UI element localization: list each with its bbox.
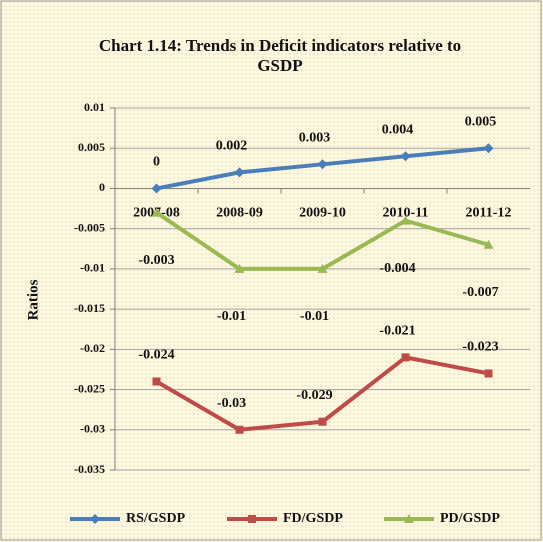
point bbox=[234, 263, 245, 273]
y-tick-label: 0.005 bbox=[78, 140, 105, 154]
data-label: -0.021 bbox=[379, 324, 415, 339]
chart-title: Chart 1.14: Trends in Deficit indicators… bbox=[98, 36, 462, 75]
x-tick-label: 2011-12 bbox=[466, 206, 512, 221]
point bbox=[151, 207, 162, 217]
data-label: -0.003 bbox=[138, 253, 174, 268]
point bbox=[483, 143, 494, 154]
data-label: -0.029 bbox=[296, 388, 332, 403]
y-tick-label: -0.015 bbox=[74, 301, 105, 315]
y-tick-label: -0.03 bbox=[80, 422, 105, 436]
point bbox=[400, 215, 411, 225]
data-label: 0.003 bbox=[299, 131, 331, 146]
point bbox=[400, 151, 411, 162]
point bbox=[235, 425, 244, 434]
data-label: -0.01 bbox=[217, 309, 246, 324]
data-label: 0.005 bbox=[465, 114, 497, 129]
y-axis-label: Ratios bbox=[25, 279, 41, 320]
legend-label: FD/GSDP bbox=[283, 511, 343, 526]
data-label: -0.024 bbox=[138, 348, 174, 363]
y-tick-label: -0.01 bbox=[80, 261, 105, 275]
data-label: 0 bbox=[153, 155, 160, 170]
point bbox=[401, 353, 410, 362]
data-label: -0.007 bbox=[462, 285, 498, 300]
point bbox=[317, 263, 328, 273]
x-tick-label: 2009-10 bbox=[299, 206, 346, 221]
point bbox=[151, 183, 162, 194]
legend-label: PD/GSDP bbox=[440, 511, 500, 526]
legend-label: RS/GSDP bbox=[126, 511, 186, 526]
data-label: 0.002 bbox=[216, 139, 248, 154]
series-line bbox=[155, 210, 490, 271]
data-label: 0.004 bbox=[382, 122, 414, 137]
x-tick-label: 2010-11 bbox=[383, 206, 429, 221]
x-tick-label: 2008-09 bbox=[216, 206, 263, 221]
y-tick-label: 0.01 bbox=[84, 100, 105, 114]
point bbox=[317, 159, 328, 170]
y-tick-label: -0.035 bbox=[74, 462, 105, 476]
point bbox=[483, 239, 494, 249]
point bbox=[152, 377, 161, 386]
data-label: -0.023 bbox=[462, 340, 498, 355]
data-label: -0.03 bbox=[217, 396, 246, 411]
legend-marker bbox=[90, 514, 100, 524]
point bbox=[484, 369, 493, 378]
point bbox=[318, 417, 327, 426]
legend-marker bbox=[248, 515, 256, 523]
data-label: -0.01 bbox=[300, 309, 329, 324]
legend-marker bbox=[404, 514, 414, 523]
data-label: -0.004 bbox=[379, 261, 415, 276]
y-tick-label: 0 bbox=[99, 180, 105, 194]
y-tick-label: -0.025 bbox=[74, 381, 105, 395]
y-tick-label: -0.02 bbox=[80, 341, 105, 355]
y-tick-label: -0.005 bbox=[74, 220, 105, 234]
point bbox=[234, 167, 245, 178]
